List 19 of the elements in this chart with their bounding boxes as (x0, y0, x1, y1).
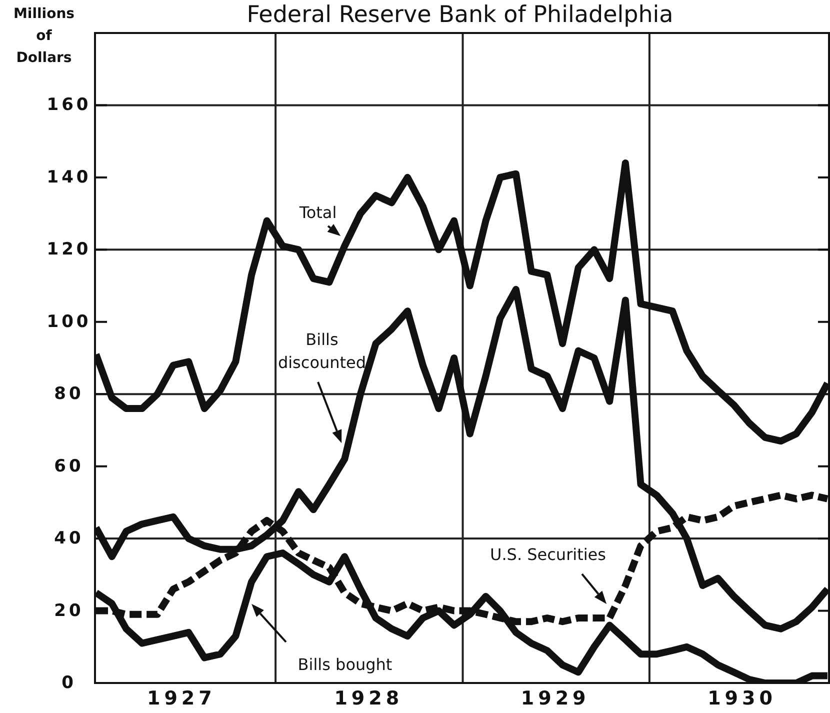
y-axis-title: Millions of Dollars (13, 6, 75, 66)
y-tick-label: 140 (46, 167, 92, 188)
x-tick-label: 1930 (708, 687, 776, 710)
x-tick-label: 1929 (520, 687, 590, 710)
chart-title: Federal Reserve Bank of Philadelphia (246, 2, 674, 28)
y-tick-label: 100 (46, 312, 92, 332)
series-label: U.S. Securities (490, 545, 606, 564)
y-tick-label: 160 (46, 95, 92, 116)
y-tick-label: 0 (62, 673, 76, 693)
x-tick-label: 1927 (146, 687, 216, 710)
y-tick-label: 40 (54, 528, 84, 549)
x-tick-label: 1928 (334, 687, 404, 710)
y-tick-label: 20 (54, 600, 84, 621)
series-label: Bills discounted (278, 330, 366, 372)
series-label: Total (298, 203, 337, 222)
y-tick-label: 120 (46, 240, 92, 260)
y-tick-label: 80 (54, 384, 84, 404)
series-label: Bills bought (298, 655, 392, 674)
y-tick-label: 60 (54, 456, 84, 476)
